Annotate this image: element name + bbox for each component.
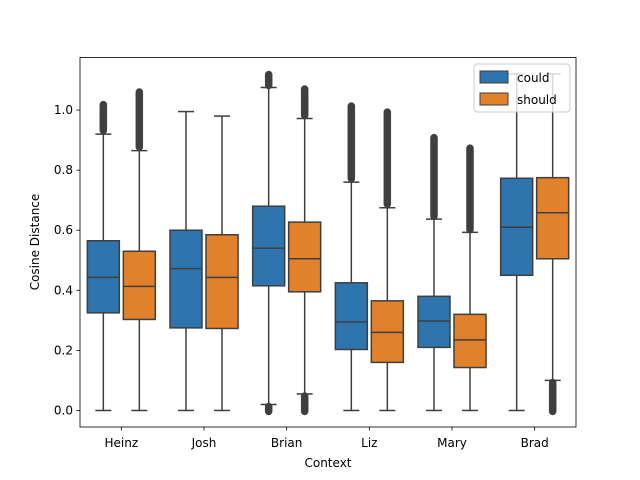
y-tick-label: 0.4: [54, 283, 73, 297]
y-tick-label: 0.2: [54, 343, 73, 357]
x-axis: Heinz Josh Brian Liz Mary Brad: [105, 427, 549, 450]
box: [122, 250, 157, 321]
legend-label: could: [517, 71, 550, 85]
fliers-high: [466, 144, 474, 234]
box-group: [370, 108, 405, 412]
x-axis-label: Context: [304, 456, 351, 470]
fliers-high: [383, 108, 392, 208]
axes-frame: [79, 57, 577, 428]
plot-area: [86, 70, 570, 416]
y-axis: 0.0 0.2 0.4 0.6 0.8 1.0: [54, 103, 80, 417]
box: [287, 221, 322, 293]
box-group: [334, 102, 369, 412]
x-tick-label: Brad: [521, 436, 549, 450]
x-tick-label: Brian: [271, 436, 302, 450]
legend-swatch: [479, 70, 509, 84]
y-tick-label: 0.0: [54, 403, 73, 417]
box: [535, 176, 570, 260]
fliers-high: [264, 70, 273, 90]
y-axis-label: Cosine Distance: [28, 194, 42, 291]
fliers-high: [347, 102, 356, 183]
box-group: [169, 110, 203, 412]
box: [370, 300, 405, 364]
legend: could should: [473, 63, 571, 113]
legend-label: should: [517, 93, 557, 107]
x-tick-label: Mary: [437, 436, 467, 450]
y-tick-label: 0.6: [54, 223, 73, 237]
box: [334, 282, 369, 351]
box: [205, 233, 239, 330]
fliers-low: [300, 392, 309, 416]
x-tick-label: Josh: [191, 436, 217, 450]
box-group: [499, 73, 534, 412]
box-group: [417, 133, 451, 412]
box-group: [287, 85, 322, 416]
box: [417, 295, 451, 349]
fliers-high: [300, 85, 309, 120]
fliers-high: [99, 100, 108, 135]
box-group: [122, 88, 157, 412]
fliers-high: [135, 88, 144, 151]
fliers-low: [548, 378, 557, 416]
y-tick-label: 0.8: [54, 163, 73, 177]
x-tick-label: Liz: [361, 436, 377, 450]
legend-swatch: [479, 92, 509, 106]
box-group: [205, 115, 239, 412]
fliers-low: [264, 402, 273, 416]
box: [453, 313, 487, 369]
box: [251, 205, 286, 287]
box-group: [453, 144, 487, 412]
box-group: [251, 70, 286, 416]
y-tick-label: 1.0: [54, 103, 73, 117]
box-group: [535, 73, 570, 416]
box-group: [86, 100, 121, 412]
box: [169, 229, 203, 329]
x-tick-label: Heinz: [105, 436, 139, 450]
fliers-high: [430, 133, 438, 220]
